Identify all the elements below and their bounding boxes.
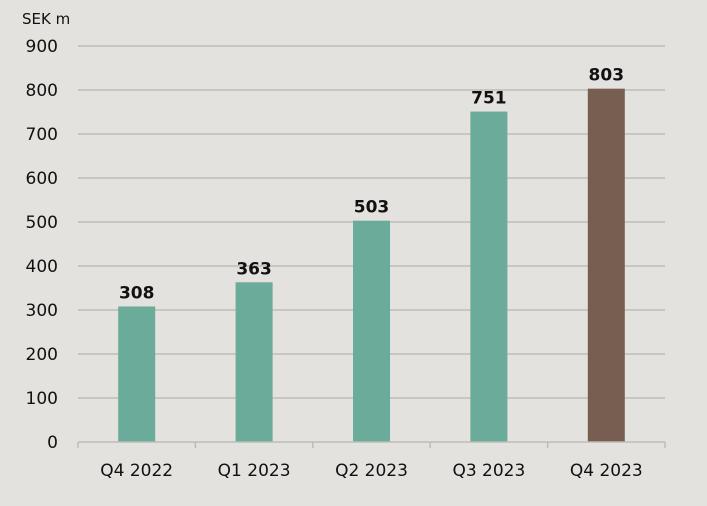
y-axis-unit-label: SEK m [22,10,70,28]
x-tick-label: Q4 2023 [570,461,643,481]
data-labels: 308 363 503 751 803 [119,66,624,304]
bar [118,306,156,442]
bars [118,88,625,443]
x-tick-label: Q3 2023 [452,461,525,481]
bar [587,88,625,443]
y-tick-labels: 0 100 200 300 400 500 600 700 800 900 [26,37,58,453]
y-tick-label: 200 [26,345,58,365]
data-label: 803 [589,66,625,86]
bar [235,282,273,442]
bar [470,111,508,442]
y-tick-label: 600 [26,169,58,189]
data-label: 503 [354,198,390,218]
y-tick-label: 100 [26,389,58,409]
data-label: 308 [119,283,155,303]
data-label: 363 [236,259,272,279]
y-tick-label: 700 [26,125,58,145]
data-label: 751 [471,89,507,109]
bar [353,220,390,442]
y-tick-label: 0 [47,433,58,453]
y-tick-label: 500 [26,213,58,233]
x-tick-label: Q4 2022 [100,461,173,481]
y-tick-label: 800 [26,81,58,101]
y-tick-label: 900 [26,37,58,57]
y-tick-label: 400 [26,257,58,277]
x-tick-label: Q2 2023 [335,461,408,481]
x-axis: Q4 2022 Q1 2023 Q2 2023 Q3 2023 Q4 2023 [77,441,666,481]
y-tick-label: 300 [26,301,58,321]
x-tick-label: Q1 2023 [218,461,291,481]
